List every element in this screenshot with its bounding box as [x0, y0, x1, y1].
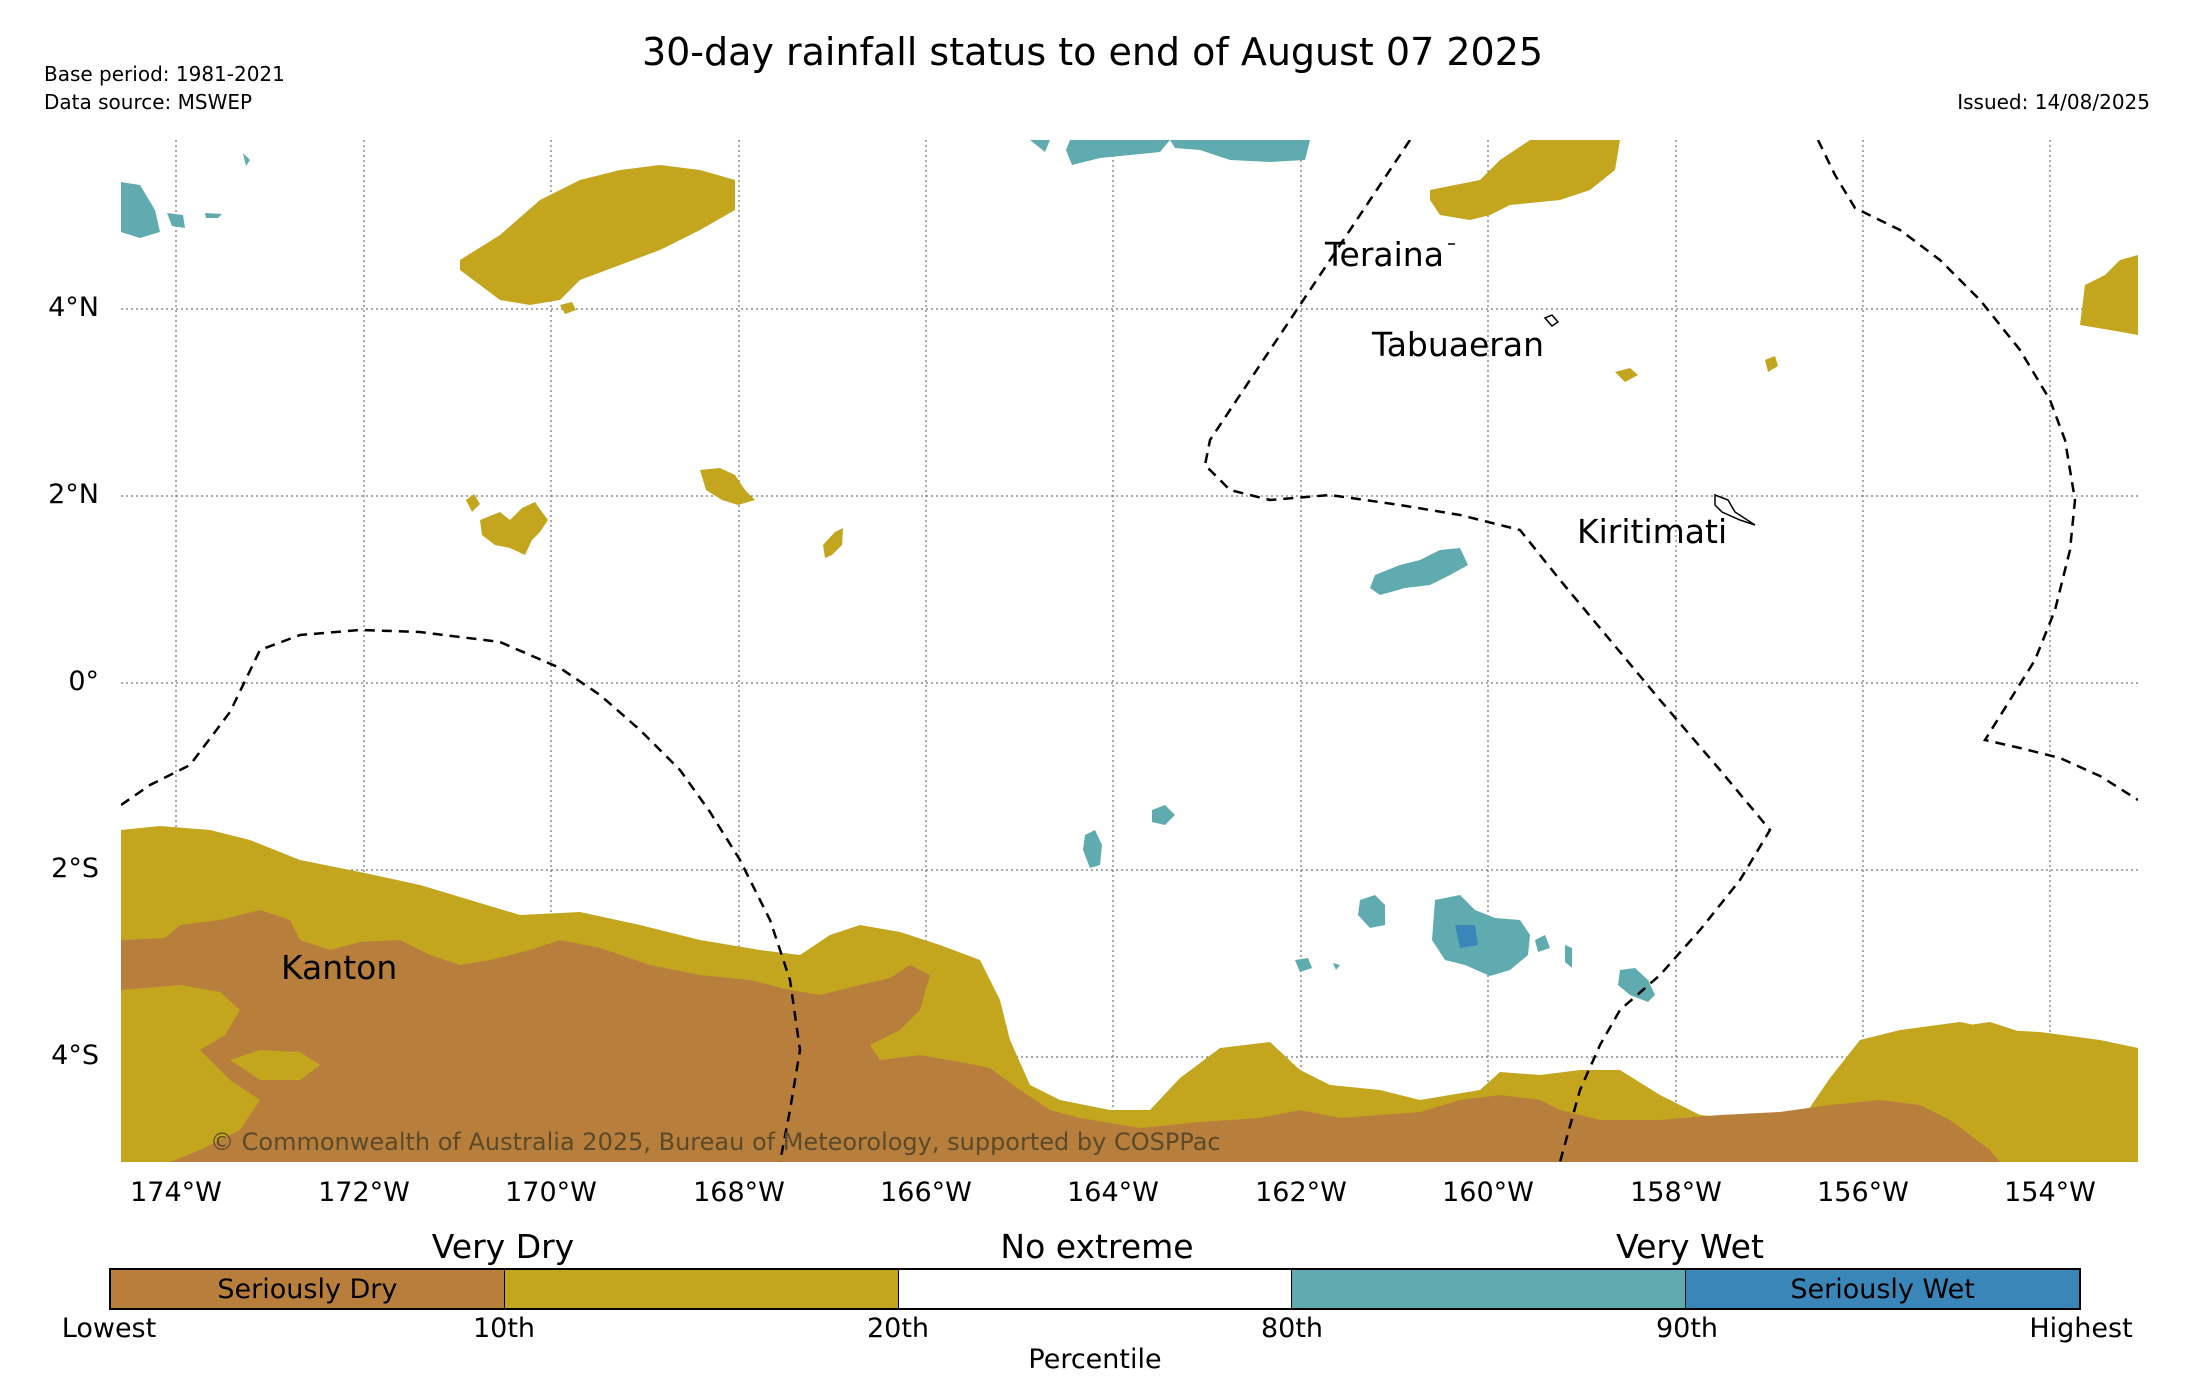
- legend-segment-no-extreme: [898, 1270, 1293, 1308]
- place-label-kiritimati: Kiritimati: [1577, 512, 1728, 551]
- lon-label: 164°W: [1067, 1177, 1159, 1208]
- lon-label: 168°W: [693, 1177, 785, 1208]
- seriously-dry-areas: [121, 910, 2030, 1162]
- legend-segment-seriously-wet: Seriously Wet: [1686, 1270, 2079, 1308]
- legend-segment-very-wet: [1292, 1270, 1687, 1308]
- lat-label-2s: 2°S: [51, 853, 99, 884]
- legend-category-very-wet: Very Wet: [1616, 1227, 1764, 1266]
- percentile-label-20th: 20th: [866, 1313, 930, 1344]
- lon-label: 160°W: [1442, 1177, 1534, 1208]
- lat-label-2n: 2°N: [48, 479, 99, 510]
- percentile-label-highest: Highest: [2029, 1313, 2133, 1344]
- island-outlines: [1448, 243, 1756, 526]
- place-label-kanton: Kanton: [281, 948, 398, 987]
- lon-label: 172°W: [318, 1177, 410, 1208]
- lon-label: 166°W: [880, 1177, 972, 1208]
- issued-date: Issued: 14/08/2025: [1957, 90, 2150, 114]
- legend-segment-very-dry: [504, 1270, 899, 1308]
- lon-label: 154°W: [2004, 1177, 2096, 1208]
- very-wet-areas: [121, 140, 1655, 1002]
- lon-label: 158°W: [1630, 1177, 1722, 1208]
- lon-label: 170°W: [505, 1177, 597, 1208]
- lat-label-0: 0°: [68, 666, 99, 697]
- lon-label: 174°W: [130, 1177, 222, 1208]
- base-period: Base period: 1981-2021: [44, 62, 285, 86]
- percentile-label-10th: 10th: [472, 1313, 536, 1344]
- percentile-label-lowest: Lowest: [61, 1313, 157, 1344]
- percentile-label-90th: 90th: [1655, 1313, 1719, 1344]
- color-legend-bar: Seriously Dry Seriously Wet: [109, 1268, 2081, 1310]
- legend-segment-seriously-dry: Seriously Dry: [111, 1270, 505, 1308]
- place-label-teraina: Teraina: [1325, 235, 1444, 274]
- percentile-label-80th: 80th: [1260, 1313, 1324, 1344]
- data-source: Data source: MSWEP: [44, 90, 253, 114]
- percentile-axis-title: Percentile: [1028, 1344, 1162, 1375]
- map-title: 30-day rainfall status to end of August …: [641, 30, 1544, 74]
- seriously-wet-areas: [1455, 925, 1478, 948]
- eez-boundaries: [121, 140, 2138, 1162]
- copyright-notice: © Commonwealth of Australia 2025, Bureau…: [210, 1128, 1221, 1156]
- grid-lines: [121, 140, 2138, 1162]
- place-label-tabuaeran: Tabuaeran: [1372, 325, 1545, 364]
- lat-label-4s: 4°S: [51, 1040, 99, 1071]
- lon-label: 162°W: [1255, 1177, 1347, 1208]
- lat-label-4n: 4°N: [48, 292, 99, 323]
- legend-category-very-dry: Very Dry: [431, 1227, 575, 1266]
- legend-category-no-extreme: No extreme: [1000, 1227, 1194, 1266]
- lon-label: 156°W: [1817, 1177, 1909, 1208]
